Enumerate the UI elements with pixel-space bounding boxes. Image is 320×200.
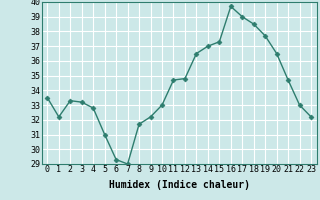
X-axis label: Humidex (Indice chaleur): Humidex (Indice chaleur)	[109, 180, 250, 190]
